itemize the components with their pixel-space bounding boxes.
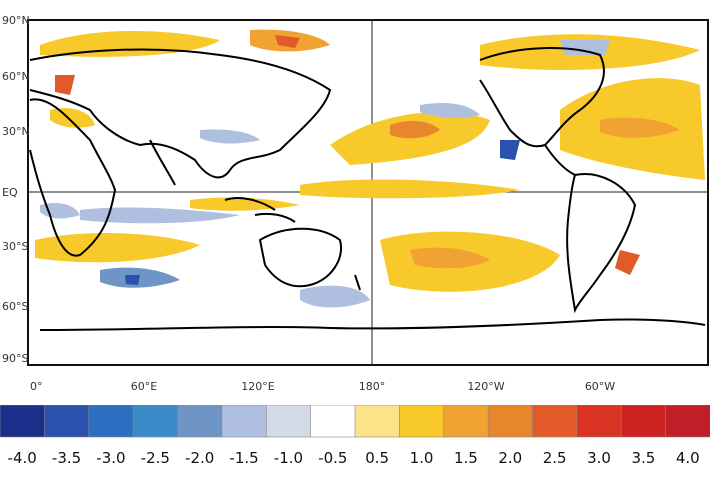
colorbar-legend: -4.0 -3.5 -3.0 -2.5 -2.0 -1.5 -1.0 -0.5 0.5 1.0 1.… — [0, 404, 710, 473]
lon-tick: 0° — [30, 380, 43, 393]
colorbar-swatch — [620, 404, 667, 438]
colorbar-label: 3.5 — [632, 449, 656, 467]
colorbar-label: -3.0 — [96, 449, 125, 467]
colorbar-label: -4.0 — [8, 449, 37, 467]
lon-tick: 60°E — [131, 380, 157, 393]
colorbar-swatch — [665, 404, 710, 438]
colorbar-label: -2.5 — [141, 449, 170, 467]
coastlines — [29, 47, 706, 331]
colorbar-label: -0.5 — [318, 449, 347, 467]
colorbar-swatch — [399, 404, 445, 438]
colorbar-label: 3.0 — [587, 449, 611, 467]
colorbar-label: 2.5 — [543, 449, 567, 467]
lon-tick: 180° — [359, 380, 386, 393]
lat-tick: 90°S — [2, 352, 28, 365]
colorbar-swatch — [576, 404, 623, 438]
colorbar-label: -1.0 — [274, 449, 303, 467]
lon-tick: 60°W — [585, 380, 615, 393]
colorbar-swatch — [88, 404, 134, 438]
lat-tick: EQ — [2, 186, 18, 199]
lon-tick: 120°E — [241, 380, 274, 393]
colorbar-swatch — [132, 404, 179, 438]
colorbar-swatch — [44, 404, 90, 438]
colorbar-swatch — [0, 404, 46, 438]
lat-tick: 90°N — [2, 14, 30, 27]
colorbar-label: -3.5 — [52, 449, 81, 467]
colorbar-label: 1.5 — [454, 449, 478, 467]
lat-tick: 60°S — [2, 300, 28, 313]
colorbar-swatch — [532, 404, 578, 438]
colorbar-label: -2.0 — [185, 449, 214, 467]
colorbar-label: 2.0 — [498, 449, 522, 467]
colorbar-label: -1.5 — [229, 449, 258, 467]
colorbar-swatch — [310, 404, 356, 438]
lat-tick: 30°S — [2, 240, 28, 253]
colorbar-swatch — [177, 404, 223, 438]
lat-tick: 60°N — [2, 70, 30, 83]
colorbar-swatch — [265, 404, 312, 438]
lat-tick: 30°N — [2, 125, 30, 138]
colorbar-swatch — [487, 404, 534, 438]
colorbar-label: 1.0 — [410, 449, 434, 467]
colorbar-label: 4.0 — [676, 449, 700, 467]
colorbar-label: 0.5 — [365, 449, 389, 467]
colorbar-swatch — [443, 404, 489, 438]
colorbar-swatch — [221, 404, 268, 438]
anomaly-map: 0° 60°E 120°E 180° 120°W 60°W 90°N 60°N … — [2, 14, 709, 393]
lon-tick: 120°W — [467, 380, 504, 393]
colorbar-swatch — [354, 404, 401, 438]
